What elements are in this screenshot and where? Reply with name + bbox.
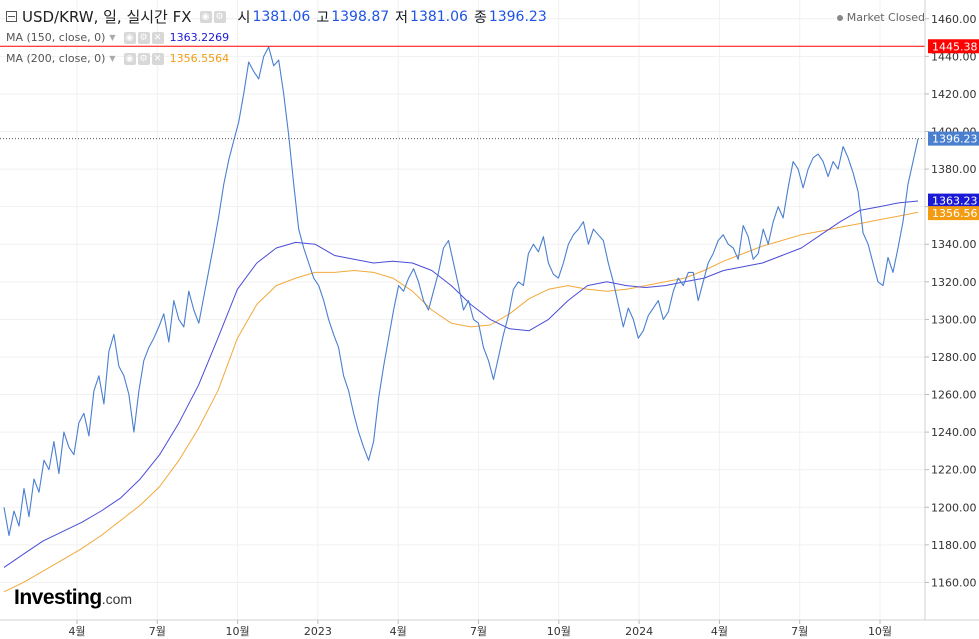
y-tick-label: 1200.00 [931,501,977,514]
gear-icon[interactable]: ⚙ [137,31,150,44]
ma150-value: 1363.2269 [169,31,230,44]
chevron-down-icon[interactable]: ▼ [109,33,116,42]
ma150-badge: 1363.23 [932,195,978,208]
symbol-controls: ◉ ⚙ [199,10,226,23]
ma200-controls: ◉ ⚙ ✕ [123,52,164,65]
ma200-label: MA (200, close, 0) [6,52,106,65]
y-tick-label: 1180.00 [931,539,977,552]
y-tick-label: 1160.00 [931,576,977,589]
ma150-label: MA (150, close, 0) [6,31,106,44]
open-value: 1381.06 [252,8,311,25]
investing-logo: Investing.com [14,586,132,610]
ma150-row[interactable]: MA (150, close, 0) ▼ ◉ ⚙ ✕ 1363.2269 [6,27,547,48]
ma150-line [3,200,919,568]
ma150-controls: ◉ ⚙ ✕ [123,31,164,44]
market-status-text: Market Closed [846,11,925,24]
x-tick-label: 7월 [470,625,487,638]
high-label: 고 [316,9,330,26]
status-dot-icon [836,15,843,21]
x-tick-label: 2023 [304,625,332,638]
y-tick-label: 1240.00 [931,426,977,439]
logo-brand: Investing [14,586,102,609]
close-badge: 1396.23 [932,133,978,146]
y-tick-label: 1460.00 [931,13,977,26]
x-tick-label: 4월 [68,625,85,638]
x-tick-label: 4월 [390,625,407,638]
series-layer [0,45,925,593]
ma200-row[interactable]: MA (200, close, 0) ▼ ◉ ⚙ ✕ 1356.5564 [6,48,547,69]
y-tick-label: 1320.00 [931,276,977,289]
market-status: Market Closed [836,11,925,24]
low-value: 1381.06 [410,8,468,25]
close-value: 1396.23 [488,8,547,25]
x-tick-label: 7월 [791,625,808,638]
y-tick-label: 1380.00 [931,163,977,176]
x-tick-label: 10월 [226,625,250,638]
price-line [3,46,919,537]
x-tick-label: 4월 [711,625,728,638]
x-tick-label: 7월 [149,625,166,638]
gear-icon[interactable]: ⚙ [137,52,150,65]
high-value: 1398.87 [331,8,390,25]
eye-icon[interactable]: ◉ [199,10,212,23]
open-label: 시 [237,9,251,26]
y-tick-label: 1280.00 [931,351,977,364]
symbol-title: USD/KRW, 일, 실시간 FX [22,8,192,26]
x-tick-label: 10월 [868,625,892,638]
chart-legend: USD/KRW, 일, 실시간 FX ◉ ⚙ 시 1381.06 고 1398.… [6,6,547,69]
y-tick-label: 1420.00 [931,88,977,101]
y-tick-label: 1300.00 [931,313,977,326]
x-tick-label: 2024 [625,625,653,638]
x-tick-label: 10월 [547,625,571,638]
close-icon[interactable]: ✕ [151,31,164,44]
ma150-badge-bg [928,193,979,208]
x-axis[interactable]: 4월 7월 10월 2023 4월 7월 10월 2024 4월 7월 10월 [0,619,979,638]
collapse-icon[interactable] [6,11,17,22]
symbol-row: USD/KRW, 일, 실시간 FX ◉ ⚙ 시 1381.06 고 1398.… [6,6,547,27]
high-badge: 1445.38 [932,40,978,53]
close-label: 종 [473,9,487,26]
gear-icon[interactable]: ⚙ [213,10,226,23]
ma200-line [3,211,919,593]
close-icon[interactable]: ✕ [151,52,164,65]
close-badge-bg [928,131,979,146]
ma200-badge: 1356.56 [932,207,978,220]
ma200-value: 1356.5564 [169,52,230,65]
y-tick-label: 1340.00 [931,238,977,251]
chevron-down-icon[interactable]: ▼ [109,54,116,63]
y-axis[interactable]: 1160.00 1180.00 1200.00 1220.00 1240.00 1260.… [924,0,977,620]
y-tick-label: 1260.00 [931,389,977,402]
grid-layer [0,0,925,620]
ma200-badge-bg [928,206,979,221]
low-label: 저 [395,9,409,26]
eye-icon[interactable]: ◉ [123,52,136,65]
logo-suffix: .com [101,591,133,607]
y-tick-label: 1220.00 [931,464,977,477]
eye-icon[interactable]: ◉ [123,31,136,44]
y-tick-label: 1440.00 [931,50,977,63]
high-badge-bg [928,39,979,54]
